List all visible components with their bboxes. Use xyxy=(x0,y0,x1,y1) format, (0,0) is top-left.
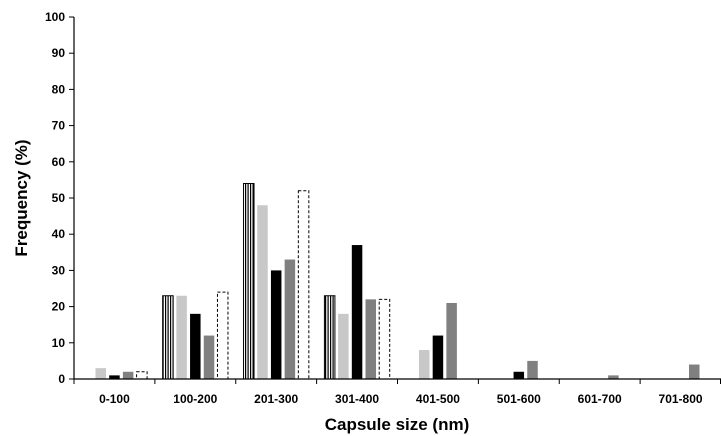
bar xyxy=(338,313,349,379)
bar xyxy=(297,190,310,380)
bar xyxy=(513,371,525,379)
x-tick-label: 301-400 xyxy=(335,392,379,406)
bar xyxy=(378,298,391,380)
y-tick-label: 0 xyxy=(58,372,65,386)
x-tick-label: 0-100 xyxy=(99,392,130,406)
x-axis-ticks: 0-100 100-200 201-300 301-400 401-500 501-600… xyxy=(73,379,721,406)
bar xyxy=(418,350,430,379)
x-tick-label: 100-200 xyxy=(173,392,217,406)
bar xyxy=(216,291,229,380)
y-tick-label: 80 xyxy=(52,82,66,96)
bar xyxy=(527,360,538,379)
x-tick-label: 601-700 xyxy=(578,392,622,406)
y-tick-label: 90 xyxy=(52,46,66,60)
bar xyxy=(109,375,120,379)
bar xyxy=(162,295,174,380)
bar xyxy=(122,371,134,379)
bar xyxy=(284,259,296,379)
bar xyxy=(190,313,201,379)
y-tick-label: 30 xyxy=(52,263,66,277)
y-tick-label: 40 xyxy=(52,227,66,241)
y-tick-label: 70 xyxy=(52,119,66,133)
x-tick-label: 701-800 xyxy=(659,392,703,406)
y-tick-label: 50 xyxy=(52,191,66,205)
x-tick-label: 401-500 xyxy=(416,392,460,406)
bar xyxy=(176,295,187,379)
y-tick-label: 60 xyxy=(52,155,66,169)
bar xyxy=(270,270,282,379)
bars xyxy=(95,183,700,380)
bar xyxy=(689,364,700,379)
bar xyxy=(203,335,215,379)
x-axis-title: Capsule size (nm) xyxy=(325,415,470,434)
y-axis-ticks: 0 10 20 30 40 50 60 70 80 90 100 xyxy=(45,10,74,386)
bar xyxy=(323,295,336,380)
x-tick-label: 501-600 xyxy=(497,392,541,406)
x-tick-label: 201-300 xyxy=(254,392,298,406)
y-tick-label: 100 xyxy=(45,10,65,24)
bar xyxy=(95,368,106,379)
y-tick-label: 10 xyxy=(52,336,66,350)
bar xyxy=(351,245,363,379)
bar xyxy=(136,371,148,380)
bar xyxy=(365,299,377,379)
bar xyxy=(243,183,255,380)
bar xyxy=(608,375,619,379)
bar xyxy=(432,335,444,379)
bar xyxy=(446,302,457,379)
bar xyxy=(257,205,268,379)
y-tick-label: 20 xyxy=(52,300,66,314)
y-axis-title: Frequency (%) xyxy=(12,139,31,256)
